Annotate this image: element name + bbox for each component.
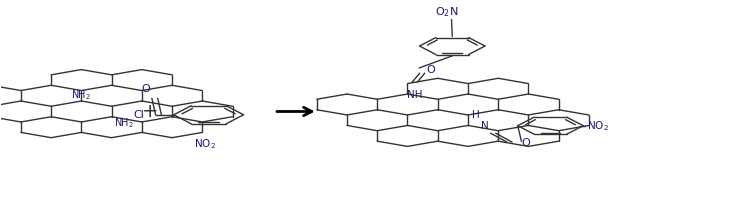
Text: NH$_2$: NH$_2$ — [114, 117, 134, 130]
Text: NO$_2$: NO$_2$ — [587, 119, 609, 133]
Text: NO$_2$: NO$_2$ — [194, 137, 216, 151]
Text: O$_2$N: O$_2$N — [435, 5, 458, 19]
Text: Cl: Cl — [134, 110, 145, 120]
Text: O: O — [142, 84, 150, 94]
Text: O: O — [521, 138, 530, 148]
Text: N: N — [481, 121, 489, 131]
Text: H: H — [472, 110, 480, 120]
Text: NH$_2$: NH$_2$ — [72, 88, 91, 102]
Text: +: + — [142, 102, 158, 121]
Text: O: O — [427, 65, 436, 75]
Text: NH: NH — [407, 90, 423, 100]
